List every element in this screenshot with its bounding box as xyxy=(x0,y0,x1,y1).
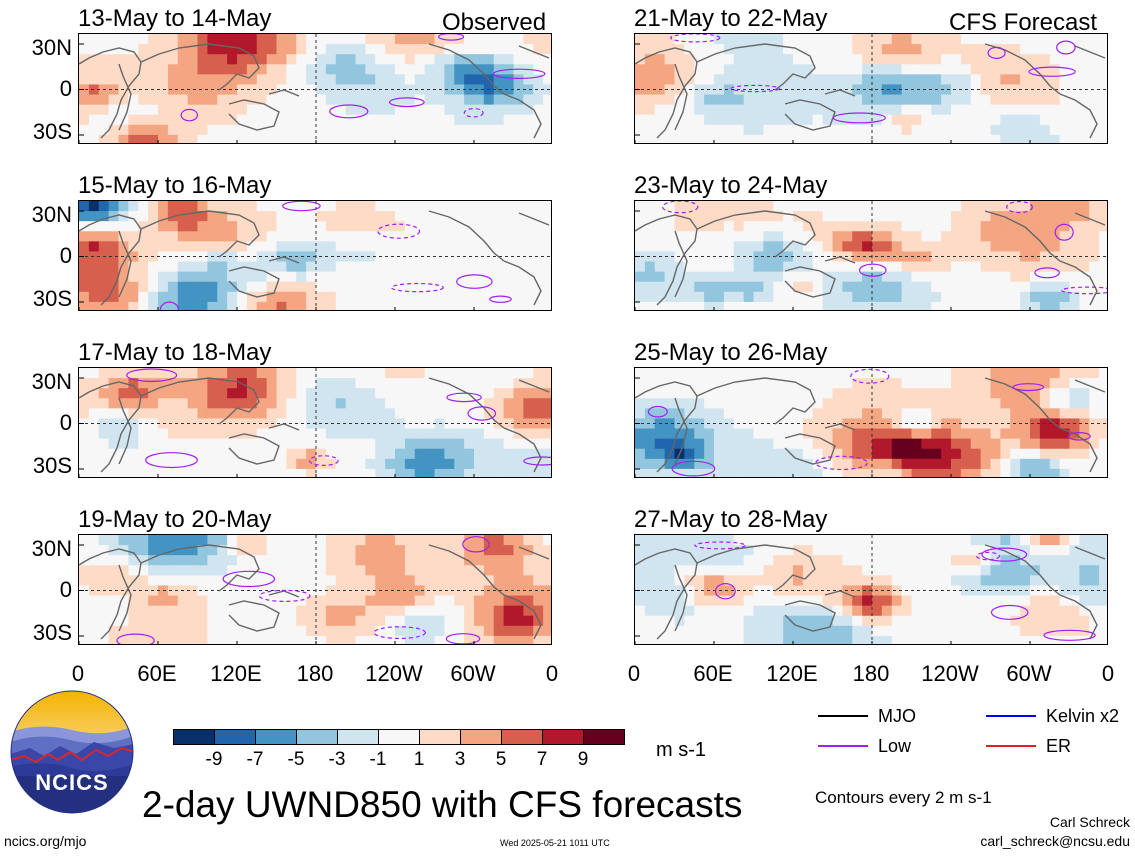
wind-anomaly-field xyxy=(635,535,1107,644)
colorbar-tick-label: -5 xyxy=(287,749,305,770)
panel-title-observed-1: 13-May to 14-May xyxy=(78,5,272,32)
map-panel-forecast-4 xyxy=(634,534,1108,645)
colorbar-tick-label: -1 xyxy=(369,749,387,770)
timestamp: Wed 2025-05-21 1011 UTC xyxy=(500,838,610,848)
wind-anomaly-field xyxy=(635,368,1107,477)
colorbar-tick-label: 1 xyxy=(413,749,425,770)
xtick-right-60w: 60W xyxy=(1006,661,1052,686)
colorbar-swatch xyxy=(460,729,502,745)
wind-anomaly-field xyxy=(79,201,551,310)
xtick-right-0: 0 xyxy=(627,661,641,686)
legend-label-mjo: MJO xyxy=(878,706,916,726)
panel-title-forecast-4: 27-May to 28-May xyxy=(634,506,828,533)
wind-anomaly-field xyxy=(79,535,551,644)
panel-title-forecast-3: 25-May to 26-May xyxy=(634,339,828,366)
map-panel-observed-2 xyxy=(78,200,552,311)
map-panel-forecast-1 xyxy=(634,33,1108,144)
colorbar-tick-label: 5 xyxy=(495,749,507,770)
xtick-left-120e: 120E xyxy=(210,661,262,686)
colorbar-tick-label: 9 xyxy=(577,749,589,770)
colorbar-swatch xyxy=(501,729,543,745)
map-panel-forecast-3 xyxy=(634,367,1108,478)
panel-title-observed-3: 17-May to 18-May xyxy=(78,339,272,366)
xtick-left-180: 180 xyxy=(296,661,334,686)
colorbar-swatch xyxy=(214,729,256,745)
legend-swatch-er xyxy=(986,745,1036,747)
panel-title-observed-2: 15-May to 16-May xyxy=(78,172,272,199)
ytick-30s-3: 30S xyxy=(32,453,72,478)
xtick-right-180: 180 xyxy=(852,661,890,686)
map-panel-observed-3 xyxy=(78,367,552,478)
contours-note: Contours every 2 m s-1 xyxy=(815,788,992,807)
panel-title-forecast-1: 21-May to 22-May xyxy=(634,5,828,32)
colorbar-swatch xyxy=(173,729,215,745)
legend-label-low: Low xyxy=(878,736,912,756)
colorbar-swatch xyxy=(583,729,625,745)
ytick-30s-4: 30S xyxy=(32,620,72,645)
xtick-right-60e: 60E xyxy=(693,661,733,686)
legend-swatch-mjo xyxy=(818,715,868,717)
map-panel-observed-1 xyxy=(78,33,552,144)
colorbar-tick-label: -3 xyxy=(328,749,346,770)
ytick-30s-2: 30S xyxy=(32,286,72,311)
ytick-30n-1: 30N xyxy=(31,35,72,60)
colorbar-swatch xyxy=(255,729,297,745)
colorbar-swatch xyxy=(419,729,461,745)
legend-label-kelvin: Kelvin x2 xyxy=(1046,706,1120,726)
map-panel-observed-4 xyxy=(78,534,552,645)
colorbar-tick-label: 7 xyxy=(536,749,548,770)
map-panel-forecast-2 xyxy=(634,200,1108,311)
ncics-logo: NCICS xyxy=(10,690,134,814)
ytick-0-4: 0 xyxy=(59,577,72,602)
wind-anomaly-field xyxy=(79,368,551,477)
xtick-left-0: 0 xyxy=(71,661,85,686)
panel-title-forecast-2: 23-May to 24-May xyxy=(634,172,828,199)
ytick-30n-4: 30N xyxy=(31,536,72,561)
ytick-0-2: 0 xyxy=(59,243,72,268)
author: Carl Schreck xyxy=(1049,814,1130,830)
ncics-logo-graphic xyxy=(10,690,134,814)
wind-anomaly-field xyxy=(635,34,1107,143)
xtick-left-0-end: 0 xyxy=(545,661,559,686)
xtick-right-0-end: 0 xyxy=(1101,661,1115,686)
colorbar-swatch xyxy=(378,729,420,745)
ytick-0-1: 0 xyxy=(59,76,72,101)
xtick-left-120w: 120W xyxy=(365,661,423,686)
legend-swatch-low xyxy=(818,745,868,747)
legend-swatch-kelvin xyxy=(986,715,1036,717)
site-link[interactable]: ncics.org/mjo xyxy=(4,833,87,849)
colorbar-tick-label: 3 xyxy=(454,749,466,770)
panel-title-observed-4: 19-May to 20-May xyxy=(78,506,272,533)
legend-label-er: ER xyxy=(1046,736,1072,756)
ytick-30n-2: 30N xyxy=(31,202,72,227)
ncics-logo-text: NCICS xyxy=(35,770,109,795)
colorbar-swatch xyxy=(542,729,584,745)
ytick-30s-1: 30S xyxy=(32,119,72,144)
colorbar-tick-label: -9 xyxy=(205,749,223,770)
observed-label: Observed xyxy=(442,9,547,36)
colorbar-swatch xyxy=(296,729,338,745)
author-email[interactable]: carl_schreck@ncsu.edu xyxy=(980,833,1130,849)
wind-anomaly-field xyxy=(635,201,1107,310)
colorbar-swatch xyxy=(337,729,379,745)
ytick-30n-3: 30N xyxy=(31,369,72,394)
wind-anomaly-field xyxy=(79,34,551,143)
xtick-right-120w: 120W xyxy=(921,661,979,686)
xtick-right-120e: 120E xyxy=(766,661,818,686)
forecast-label: CFS Forecast xyxy=(949,9,1098,36)
xtick-left-60w: 60W xyxy=(450,661,496,686)
xtick-left-60e: 60E xyxy=(137,661,177,686)
colorbar-tick-label: -7 xyxy=(246,749,264,770)
units-label: m s-1 xyxy=(656,739,706,761)
ytick-0-3: 0 xyxy=(59,410,72,435)
main-title: 2-day UWND850 with CFS forecasts xyxy=(142,784,743,825)
